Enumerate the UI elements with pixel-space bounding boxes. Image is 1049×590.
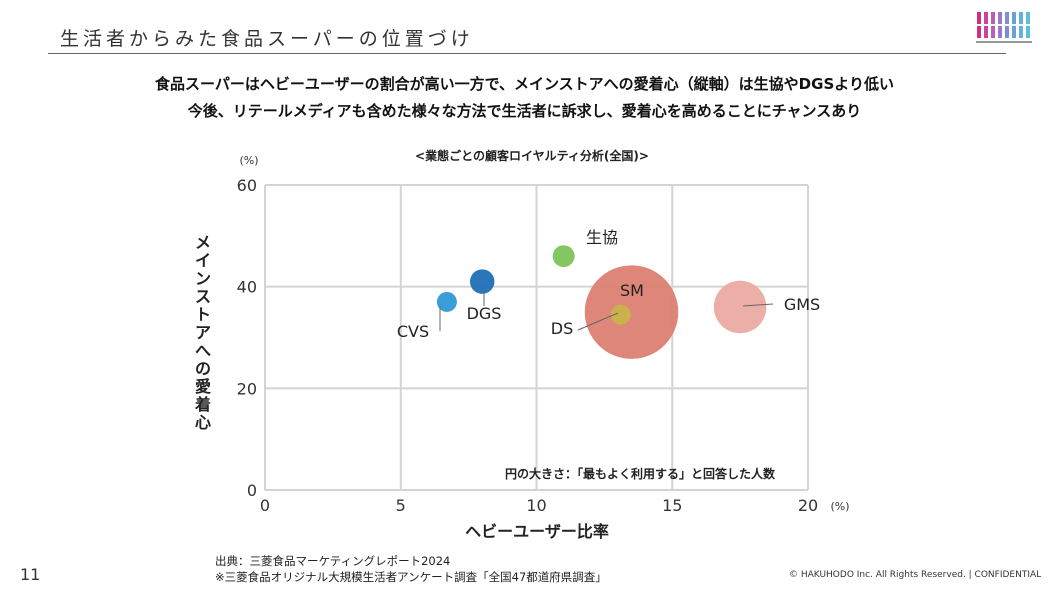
bubble-DGS xyxy=(469,269,495,294)
leader-line-DS xyxy=(577,312,619,331)
bubble-labels: CVS DGS 生協 SM DS GMS xyxy=(397,228,820,341)
logo-bar xyxy=(1005,12,1009,38)
bubble-CVS xyxy=(436,291,457,312)
headline-line-2: 今後、リテールメディアも含めた様々な方法で生活者に訴求し、愛着心を高めることにチ… xyxy=(187,102,862,120)
chart-title: <業態ごとの顧客ロイヤルティ分析(全国)> xyxy=(415,148,649,163)
size-legend-note: 円の大きさ：「最もよく利用する」と回答した人数 xyxy=(505,466,776,481)
bubble-DS xyxy=(610,304,631,325)
x-tick-label: 10 xyxy=(526,496,546,515)
x-tick-label: 15 xyxy=(662,496,682,515)
logo-bar xyxy=(1019,12,1023,38)
y-tick-label: 0 xyxy=(247,481,257,500)
logo-bar xyxy=(1012,12,1016,38)
logo-wordmark xyxy=(976,41,1032,43)
x-axis-title: ヘビーユーザー比率 xyxy=(465,522,609,541)
logo-bar xyxy=(977,12,981,38)
x-unit-label: (%) xyxy=(830,500,849,513)
logo-bar xyxy=(1026,12,1030,38)
y-tick-label: 60 xyxy=(237,176,257,195)
bubble-label-CVS: CVS xyxy=(397,322,429,341)
logo-bar xyxy=(991,12,995,38)
source-citation: 出典：三菱食品マーケティングレポート2024 xyxy=(215,554,451,568)
y-unit-label: (%) xyxy=(239,154,258,167)
title-divider xyxy=(48,53,1006,54)
bubble-label-SM: SM xyxy=(620,281,644,300)
hakuhodo-logo xyxy=(976,12,1032,43)
bubbles xyxy=(436,245,767,359)
y-axis-title: メインストアへの愛着心 xyxy=(194,233,211,432)
x-tick-label: 0 xyxy=(260,496,270,515)
bubble-label-GMS: GMS xyxy=(784,295,820,314)
leader-line-GMS xyxy=(742,303,774,307)
logo-bar xyxy=(998,12,1002,38)
y-tick-label: 20 xyxy=(237,379,257,398)
source-note: ※三菱食品オリジナル大規模生活者アンケート調査「全国47都道府県調査」 xyxy=(215,570,607,584)
headline-line-1: 食品スーパーはヘビーユーザーの割合が高い一方で、メインストアへの愛着心（縦軸）は… xyxy=(155,75,894,93)
axis-ticks: 0 5 10 15 20 0 20 40 60 xyxy=(237,176,819,515)
slide-title: 生活者からみた食品スーパーの位置づけ xyxy=(60,28,474,50)
bubble-生協 xyxy=(552,245,575,268)
bubble-label-DGS: DGS xyxy=(467,304,502,323)
x-tick-label: 5 xyxy=(396,496,406,515)
bubble-label-DS: DS xyxy=(551,319,573,338)
x-tick-label: 20 xyxy=(798,496,818,515)
chart-grid xyxy=(264,184,809,491)
bubble-label-生協: 生協 xyxy=(586,228,618,247)
y-tick-label: 40 xyxy=(237,278,257,297)
copyright-notice: © HAKUHODO Inc. All Rights Reserved. | C… xyxy=(789,570,1042,580)
bubble-GMS xyxy=(713,280,767,334)
bubble-SM xyxy=(584,265,679,359)
page-number: 11 xyxy=(20,565,41,584)
logo-bar xyxy=(984,12,988,38)
